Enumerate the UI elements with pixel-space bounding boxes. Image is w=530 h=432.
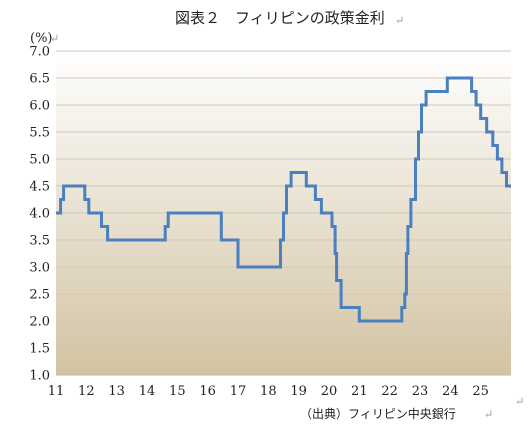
return-mark-icon: ↵: [515, 395, 524, 408]
x-tick-label: 20: [321, 384, 338, 399]
y-tick-label: 2.5: [29, 288, 50, 303]
x-tick-label: 15: [169, 384, 186, 399]
x-tick-label: 11: [48, 384, 65, 399]
y-axis-ticks: 1.0 1.5 2.0 2.5 3.0 3.5 4.0 4.5 5.0 5.5 6.0 6.5 7.0: [29, 45, 50, 384]
y-tick-label: 2.0: [29, 315, 50, 330]
x-tick-label: 13: [108, 384, 125, 399]
y-tick-label: 4.0: [29, 207, 50, 222]
y-tick-label: 4.5: [29, 180, 50, 195]
x-tick-label: 19: [290, 384, 307, 399]
y-tick-label: 5.0: [29, 153, 50, 168]
y-tick-label: 3.5: [29, 234, 50, 249]
y-tick-label: 3.0: [29, 261, 50, 276]
y-tick-label: 5.5: [29, 126, 50, 141]
return-mark-icon: ↵: [50, 32, 59, 45]
y-tick-label: 1.5: [29, 342, 50, 357]
x-tick-label: 17: [230, 384, 247, 399]
x-tick-label: 24: [442, 384, 459, 399]
x-axis-ticks: 11 12 13 14 15 16 17 18 19 20 21 22 23 24 25: [48, 384, 489, 399]
return-mark-icon: ↵: [395, 14, 404, 27]
x-tick-label: 16: [199, 384, 216, 399]
x-tick-label: 12: [78, 384, 95, 399]
chart-title: 図表２ フィリピンの政策金利: [175, 9, 385, 27]
y-tick-label: 6.5: [29, 72, 50, 87]
x-tick-label: 23: [412, 384, 429, 399]
series-line-policy-rate: [56, 76, 511, 323]
y-tick-label: 6.0: [29, 99, 50, 114]
y-axis-unit: (%): [30, 31, 53, 46]
x-tick-label: 25: [472, 384, 489, 399]
y-tick-label: 7.0: [29, 45, 50, 60]
source-note: （出典）フィリピン中央銀行: [300, 406, 456, 421]
y-tick-label: 1.0: [29, 369, 50, 384]
x-tick-label: 18: [260, 384, 277, 399]
x-tick-label: 21: [351, 384, 368, 399]
x-tick-label: 22: [381, 384, 398, 399]
return-mark-icon: ↵: [484, 408, 493, 421]
x-tick-label: 14: [139, 384, 156, 399]
